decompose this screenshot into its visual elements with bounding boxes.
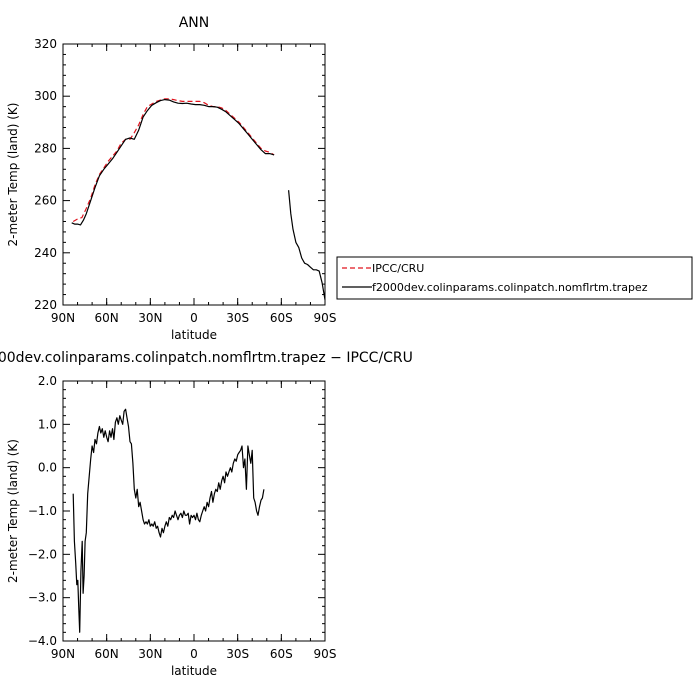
panel2-y-axis-label: 2-meter Temp (land) (K) xyxy=(6,439,20,583)
panel1-x-tick-label: 30S xyxy=(226,311,249,325)
panel1-y-tick-label: 280 xyxy=(34,141,57,155)
panel2-x-tick-label: 60S xyxy=(270,647,293,661)
panel1-x-axis-label: latitude xyxy=(171,328,217,342)
panel2-title: f2000dev.colinparams.colinpatch.nomflrtm… xyxy=(0,350,413,366)
panel1-x-tick-label: 60N xyxy=(95,311,119,325)
legend-label-1: IPCC/CRU xyxy=(372,262,424,275)
panel1-series-line-1 xyxy=(72,98,275,223)
panel2-x-tick-label: 60N xyxy=(95,647,119,661)
panel1-y-tick-label: 220 xyxy=(34,298,57,312)
panel1-y-tick-label: 260 xyxy=(34,194,57,208)
panel1-y-tick-label: 320 xyxy=(34,37,57,51)
panel1-x-tick-label: 30N xyxy=(138,311,162,325)
panel2-plot-frame xyxy=(62,380,326,642)
panel2-y-tick-label: −1.0 xyxy=(28,504,57,518)
panel1-x-tick-label: 60S xyxy=(270,311,293,325)
panel1-plot-frame xyxy=(62,43,326,306)
panel1-series-line-2 xyxy=(71,98,275,226)
panel2-x-tick-label: 30N xyxy=(138,647,162,661)
panel1-x-tick-label: 90N xyxy=(51,311,75,325)
legend-label-2: f2000dev.colinparams.colinpatch.nomflrtm… xyxy=(372,281,648,294)
panel2-series-line-1 xyxy=(72,408,265,633)
panel2-y-tick-label: −4.0 xyxy=(28,634,57,648)
panel1-x-tick-label: 90S xyxy=(314,311,337,325)
legend-box xyxy=(336,256,693,300)
panel2-x-tick-label: 90N xyxy=(51,647,75,661)
panel1-y-tick-label: 240 xyxy=(34,246,57,260)
panel2-y-tick-label: 0.0 xyxy=(38,461,57,475)
panel2-x-tick-label: 30S xyxy=(226,647,249,661)
panel2-y-tick-label: −3.0 xyxy=(28,591,57,605)
panel1-title: ANN xyxy=(179,15,210,31)
panel2-y-tick-label: −2.0 xyxy=(28,547,57,561)
panel2-x-axis-label: latitude xyxy=(171,664,217,678)
panel1-y-tick-label: 300 xyxy=(34,89,57,103)
panel2-y-tick-label: 2.0 xyxy=(38,374,57,388)
panel1-series-line-2 xyxy=(288,190,326,300)
panel2-x-tick-label: 0 xyxy=(190,647,198,661)
panel2-y-tick-label: 1.0 xyxy=(38,417,57,431)
panel1-y-axis-label: 2-meter Temp (land) (K) xyxy=(6,103,20,247)
panel1-x-tick-label: 0 xyxy=(190,311,198,325)
panel2-x-tick-label: 90S xyxy=(314,647,337,661)
